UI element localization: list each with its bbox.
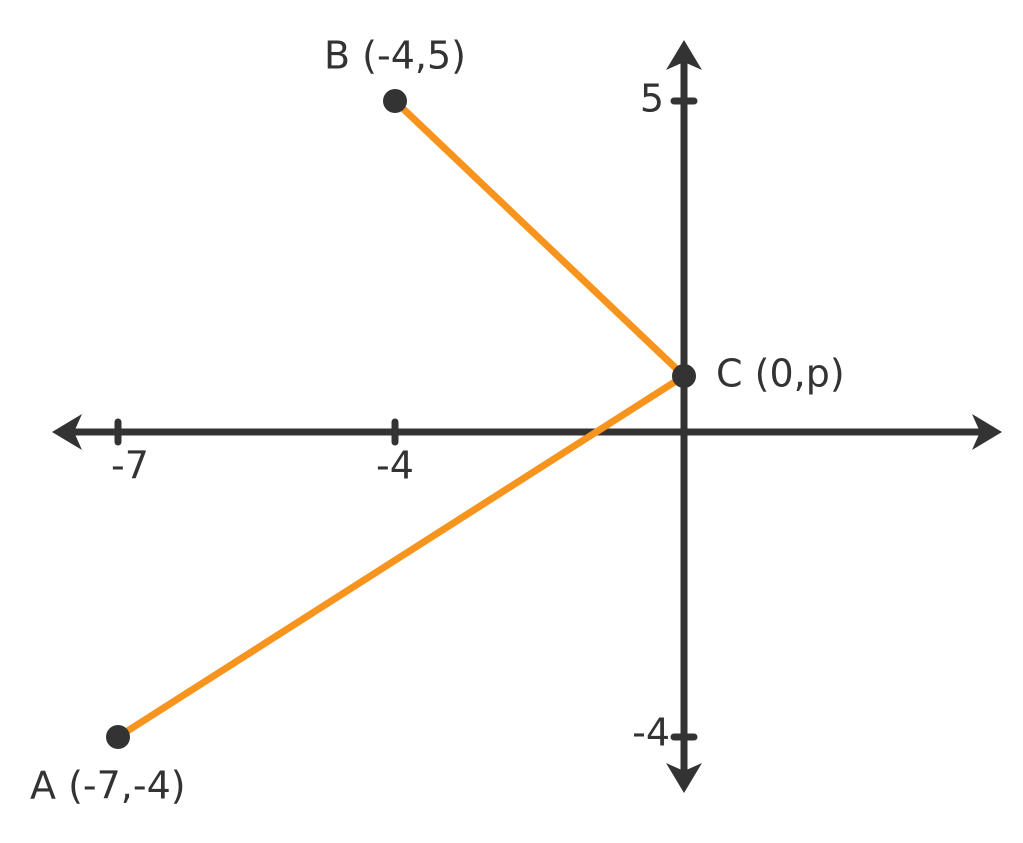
y-axis-arrow-down bbox=[666, 763, 702, 793]
x-axis-arrow-right bbox=[972, 414, 1002, 450]
point-a bbox=[106, 725, 130, 749]
segment-ca bbox=[114, 372, 688, 741]
x-tick-label: -4 bbox=[376, 444, 414, 488]
point-b bbox=[383, 89, 407, 113]
segment-bc bbox=[391, 97, 688, 380]
point-label: C (0,p) bbox=[716, 352, 845, 396]
point-label: A (-7,-4) bbox=[30, 764, 186, 808]
x-tick-label: -7 bbox=[111, 444, 149, 488]
y-tick-label: 5 bbox=[640, 77, 664, 121]
y-tick-label: -4 bbox=[632, 711, 670, 755]
y-axis-arrow-up bbox=[666, 40, 702, 70]
x-axis-arrow-left bbox=[52, 414, 82, 450]
point-c bbox=[672, 364, 696, 388]
point-label: B (-4,5) bbox=[324, 34, 466, 78]
